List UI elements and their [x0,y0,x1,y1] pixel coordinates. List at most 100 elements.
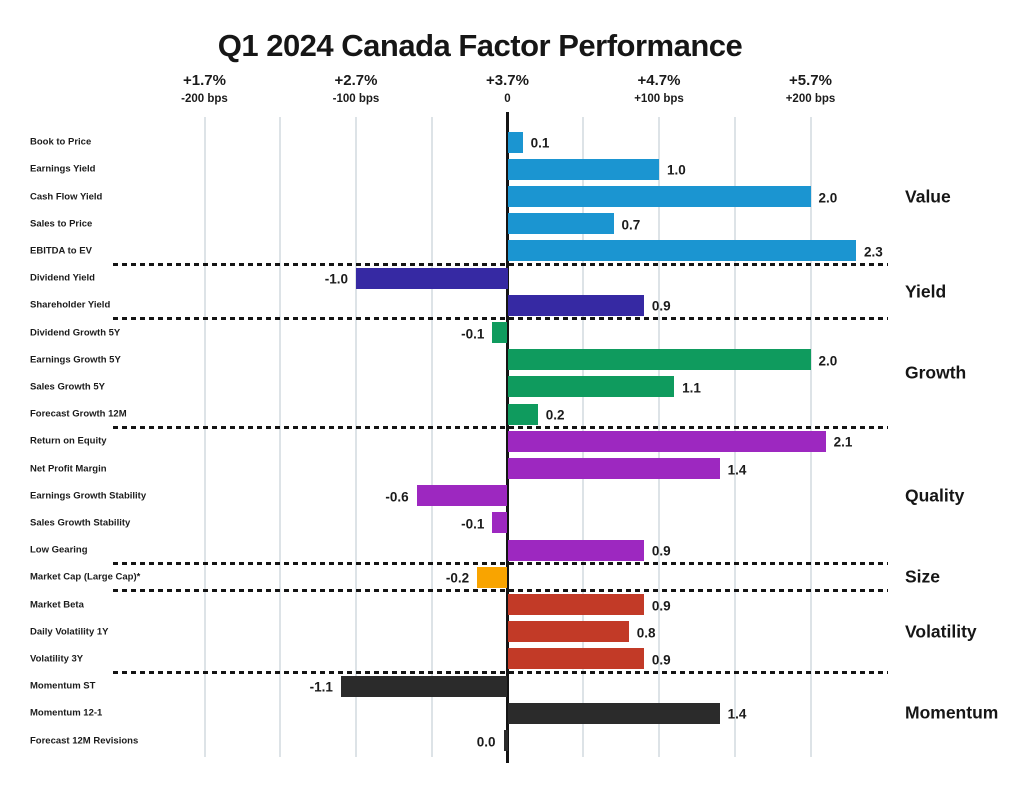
axis-tick-percent: +3.7% [486,72,529,89]
row-label: Daily Volatility 1Y [30,626,109,638]
category-label: Quality [905,485,965,506]
row-label: Dividend Yield [30,272,95,284]
bar [507,213,614,235]
axis-tick-bps: +200 bps [785,93,836,105]
row-label: Forecast Growth 12M [30,408,127,420]
bar [507,594,644,615]
bar [356,267,508,289]
bar [507,403,538,425]
row-label: Return on Equity [30,435,107,447]
bar-value-label: 0.8 [636,625,656,641]
axis-tick-percent: +1.7% [183,72,226,89]
bar [507,430,826,452]
axis-tick: +1.7% -200 bps [135,72,275,105]
row-label: Market Beta [30,599,84,610]
group-separator [113,317,888,321]
bar-value-label: 0.9 [651,543,671,559]
axis-tick: +2.7% -100 bps [286,72,426,105]
axis-tick-percent: +2.7% [334,72,378,89]
axis-tick-bps: 0 [504,93,511,105]
category-label: Growth [905,362,967,383]
bar-value-label: -0.1 [461,516,485,532]
row-label: Net Profit Margin [30,463,107,474]
row-label: Earnings Growth 5Y [30,354,121,366]
bar [507,621,629,643]
category-label: Volatility [905,621,977,642]
bar [507,376,675,398]
bar-value-label: 2.3 [863,244,883,260]
gridline [279,117,282,757]
axis-tick: +3.7% 0 [438,72,578,105]
bar-value-label: 1.4 [727,706,747,722]
axis-tick-bps: +100 bps [634,93,684,105]
row-label: Market Cap (Large Cap)* [30,571,141,583]
bar [507,458,720,479]
bar-value-label: -1.1 [309,679,333,695]
bar [507,539,644,561]
bar [507,131,523,153]
bar [492,322,508,343]
gridline [430,117,433,757]
category-label: Momentum [905,702,999,723]
group-separator [113,671,888,674]
row-label: Sales to Price [30,218,93,230]
group-separator [113,263,888,266]
axis-tick: +5.7% +200 bps [741,72,881,105]
bar [507,349,811,371]
bar-value-label: -0.1 [461,326,485,341]
group-separator [113,589,888,593]
row-label: Low Gearing [30,544,88,556]
bar-value-label: 0.9 [651,298,671,314]
axis-tick-bps: -100 bps [332,93,380,105]
group-separator [113,426,888,430]
row-label: Book to Price [30,136,92,148]
row-label: Dividend Growth 5Y [30,327,121,338]
bar-value-label: 2.1 [833,434,853,450]
bar [507,294,644,316]
bar-value-label: 2.0 [818,353,838,369]
bar-value-label: 0.9 [651,652,671,668]
row-label: Volatility 3Y [30,653,84,665]
bar [477,566,508,588]
bar-value-label: 2.0 [818,190,838,205]
category-label: Yield [905,281,947,302]
category-label: Value [905,186,951,206]
bar-value-label: 1.0 [667,162,686,178]
bar-value-label: 0.1 [530,135,550,151]
bar [503,730,508,751]
bar-value-label: 1.1 [682,380,701,396]
group-separator [113,562,888,566]
bar [340,675,508,697]
gridline [203,117,206,757]
bar [507,648,644,670]
row-label: Earnings Yield [30,163,96,175]
bar-value-label: 0.2 [545,407,565,423]
chart-title: Q1 2024 Canada Factor Performance [217,28,743,63]
axis-tick-percent: +5.7% [789,72,832,89]
bar-value-label: -0.6 [385,489,409,505]
bar-value-label: -1.0 [324,271,348,287]
bar-value-label: 0.9 [651,598,671,613]
row-label: Momentum ST [30,680,96,692]
gridline [355,117,357,757]
row-label: Forecast 12M Revisions [30,735,139,746]
bar-value-label: -0.2 [445,570,470,586]
bar [416,485,508,507]
bar-value-label: 0.7 [621,217,641,233]
axis-tick: +4.7% +100 bps [589,72,729,105]
axis-tick-percent: +4.7% [637,72,681,89]
category-label: Size [905,566,941,587]
bar-value-label: 1.4 [727,462,747,477]
bar [507,186,811,207]
bar [492,512,508,534]
bar-value-label: 0.0 [476,734,496,749]
row-label: Cash Flow Yield [30,191,103,202]
bar [507,240,856,262]
row-label: Sales Growth Stability [30,517,131,529]
bar [507,158,659,180]
axis-tick-bps: -200 bps [181,93,228,105]
row-label: Sales Growth 5Y [30,381,105,393]
bar [507,702,720,724]
row-label: EBITDA to EV [30,245,92,257]
